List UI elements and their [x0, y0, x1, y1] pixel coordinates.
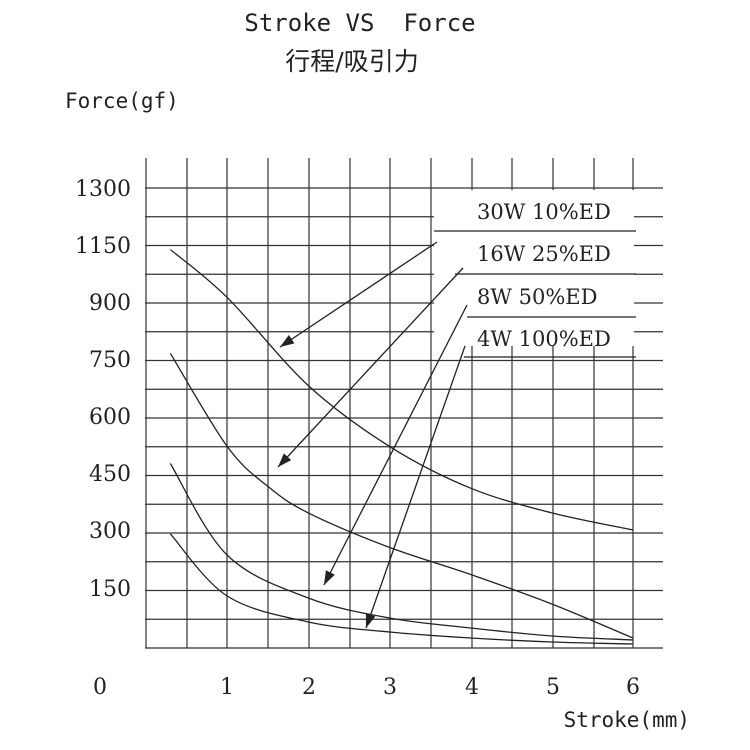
y-tick-label: 450: [89, 462, 131, 487]
series-curves: [169, 249, 634, 645]
x-tick-labels: 0 1 2 3 4 5 6: [93, 675, 640, 700]
y-tick-label: 750: [89, 348, 131, 373]
legend-background: [434, 190, 634, 346]
chart-subtitle: 行程/吸引力: [285, 47, 418, 76]
x-tick-label: 3: [383, 675, 397, 700]
y-tick-label: 150: [89, 577, 131, 602]
legend-pointer-arrowhead: [278, 453, 292, 467]
x-tick-label: 4: [465, 675, 479, 700]
y-tick-labels: 150 300 450 600 750 900 1150 1300: [75, 177, 131, 602]
legend-entry: 16W 25%ED: [477, 242, 611, 266]
legend-entry: 4W 100%ED: [477, 327, 611, 351]
series-curve: [169, 352, 634, 639]
legend-pointer-arrowhead: [324, 570, 335, 585]
legend-pointer-line: [279, 241, 438, 348]
legend-pointer-arrowhead: [365, 613, 376, 628]
legend-pointer-line: [277, 267, 464, 468]
x-tick-label: 2: [302, 675, 316, 700]
series-curve: [169, 463, 634, 641]
legend: 30W 10%ED 16W 25%ED 8W 50%ED 4W 100%ED: [277, 190, 636, 629]
legend-entry: 30W 10%ED: [477, 200, 611, 224]
y-tick-label: 900: [89, 291, 131, 316]
legend-pointer-line: [365, 345, 466, 629]
x-tick-label: 0: [93, 675, 107, 700]
legend-pointer-line: [323, 304, 468, 586]
series-curve: [169, 249, 634, 531]
series-curve: [169, 533, 634, 645]
x-tick-label: 5: [546, 675, 560, 700]
x-tick-label: 1: [220, 675, 234, 700]
legend-entry: 8W 50%ED: [477, 285, 597, 309]
y-axis-title: Force(gf): [65, 89, 179, 113]
legend-pointer-arrowhead: [280, 335, 295, 347]
y-tick-label: 300: [89, 519, 131, 544]
y-tick-label: 600: [89, 405, 131, 430]
x-tick-label: 6: [626, 675, 640, 700]
y-tick-label: 1300: [75, 177, 131, 202]
chart-title: Stroke VS Force: [244, 9, 475, 37]
x-axis-title: Stroke(mm): [564, 708, 690, 732]
y-tick-label: 1150: [75, 234, 131, 259]
